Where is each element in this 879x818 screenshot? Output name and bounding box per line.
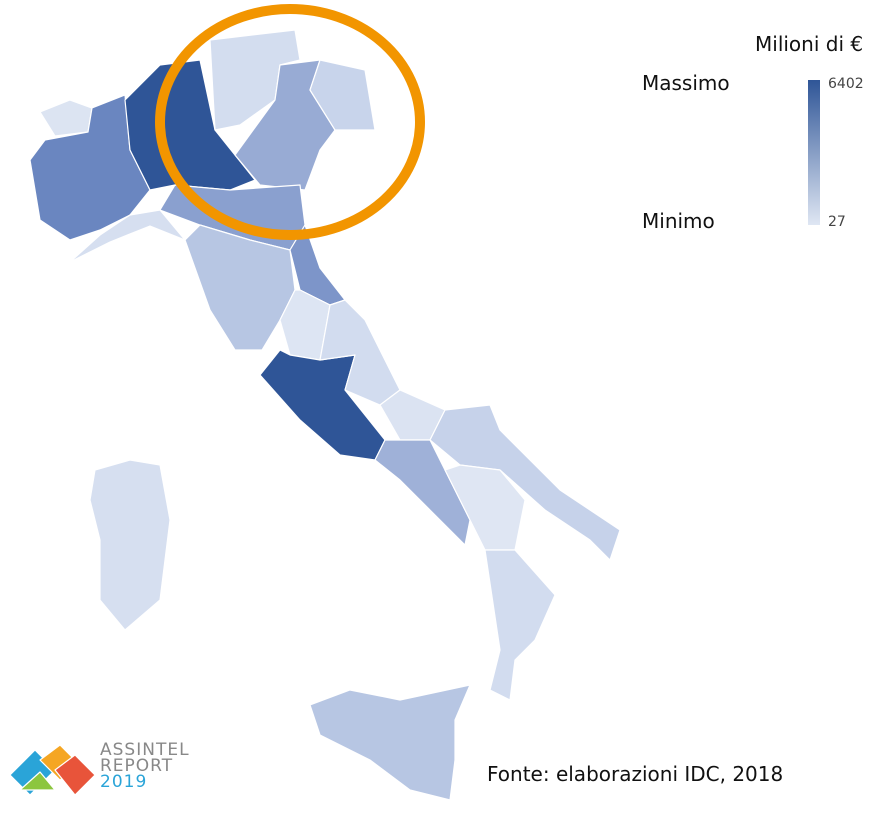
logo-line: ASSINTEL — [100, 740, 190, 760]
sicilia — [309, 684, 471, 801]
liguria — [69, 209, 186, 263]
calabria — [484, 549, 556, 701]
legend-min-label: Minimo — [642, 209, 715, 233]
regions — [29, 29, 621, 801]
valle-d-aosta — [39, 99, 93, 137]
veneto — [234, 59, 336, 191]
legend-gradient — [808, 80, 820, 225]
logo-text: ASSINTEL REPORT 2019 — [100, 740, 190, 792]
highlight-circle — [155, 4, 425, 240]
logo-line: REPORT — [100, 756, 174, 776]
friuli — [309, 59, 376, 131]
legend-max-label: Massimo — [642, 71, 730, 95]
sardegna — [89, 459, 171, 631]
legend-max: 6402 — [828, 76, 864, 92]
basilicata — [444, 464, 526, 551]
legend-title: Milioni di € — [755, 32, 864, 56]
legend-min: 27 — [828, 214, 846, 230]
logo-icon — [9, 744, 96, 796]
source: Fonte: elaborazioni IDC, 2018 — [487, 762, 784, 786]
logo-line: 2019 — [100, 772, 148, 792]
